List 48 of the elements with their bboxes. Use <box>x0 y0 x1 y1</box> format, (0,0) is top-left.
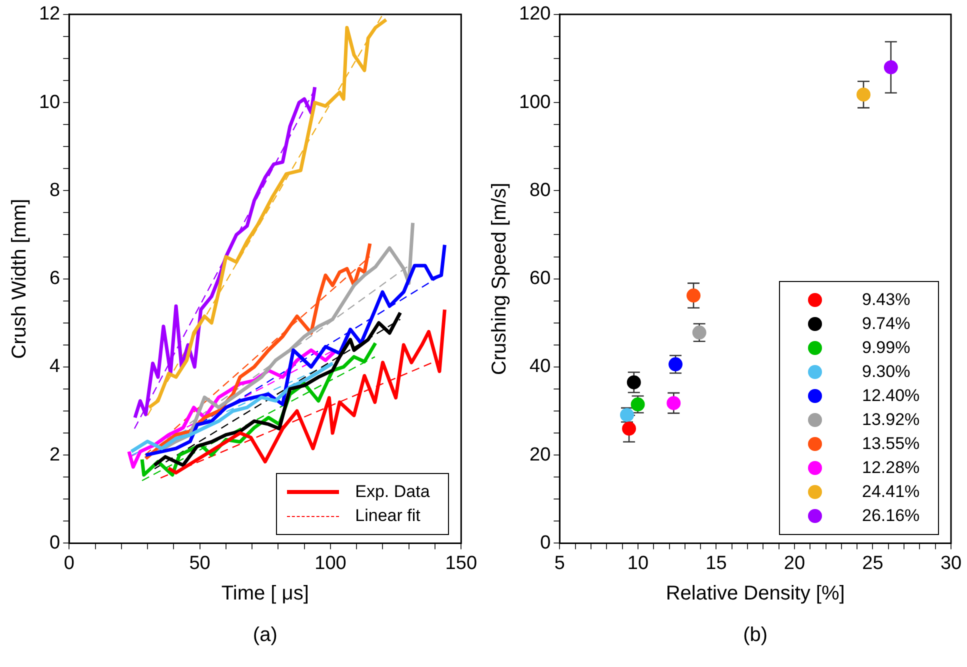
point <box>884 60 898 74</box>
x-axis-title: Time [ μs] <box>221 582 309 605</box>
y-tick-label: 4 <box>50 356 61 378</box>
y-tick-label: 60 <box>530 268 551 290</box>
y-tick-label: 0 <box>540 532 551 554</box>
x-tick-label: 10 <box>627 552 649 574</box>
point <box>856 88 871 102</box>
text: (b) <box>742 624 769 647</box>
y-tick-label: 80 <box>530 180 551 201</box>
legend-label: 9.43% <box>862 290 910 310</box>
x-tick-label: 25 <box>862 552 884 574</box>
x-tick-label: 150 <box>445 552 477 574</box>
y-tick-label: 20 <box>530 444 551 466</box>
legend-label: Linear fit <box>355 506 420 526</box>
legend-label: 13.55% <box>862 434 920 454</box>
legend-label: 9.30% <box>862 362 910 382</box>
point <box>686 288 701 303</box>
legend-label: 12.28% <box>862 458 920 478</box>
x-tick-label: 15 <box>706 552 727 574</box>
y-tick-label: 40 <box>530 356 551 378</box>
x-tick-label: 0 <box>64 552 74 574</box>
y-tick-label: 6 <box>50 268 60 290</box>
legend-label: 13.92% <box>862 410 920 430</box>
legend-label: 26.16% <box>862 506 920 526</box>
legend-label: Exp. Data <box>355 482 430 502</box>
y-axis-title: Crushing Speed [m/s] <box>488 182 511 375</box>
x-tick-label: 5 <box>554 552 565 574</box>
legend-label: 12.40% <box>862 386 920 406</box>
y-axis-title: Crush Width [mm] <box>8 198 31 359</box>
point <box>666 396 681 410</box>
y-tick-label: 12 <box>38 4 60 25</box>
y-tick-label: 10 <box>38 92 60 113</box>
y-tick-label: 8 <box>50 180 60 201</box>
x-axis-title: Relative Density [%] <box>666 582 845 605</box>
legend-label: 9.74% <box>862 314 910 334</box>
legend-label: 9.99% <box>862 338 910 358</box>
x-tick-label: 30 <box>940 552 962 574</box>
x-tick-label: 100 <box>314 552 346 574</box>
point <box>626 375 641 390</box>
legend-label: 24.41% <box>862 482 920 502</box>
y-tick-label: 120 <box>519 4 551 25</box>
x-tick-label: 50 <box>189 552 210 574</box>
point <box>622 422 636 436</box>
y-tick-label: 0 <box>50 532 60 554</box>
y-tick-label: 2 <box>50 444 60 466</box>
x-tick-label: 20 <box>784 552 806 574</box>
y-tick-label: 100 <box>519 92 551 113</box>
text: (a) <box>252 624 278 647</box>
